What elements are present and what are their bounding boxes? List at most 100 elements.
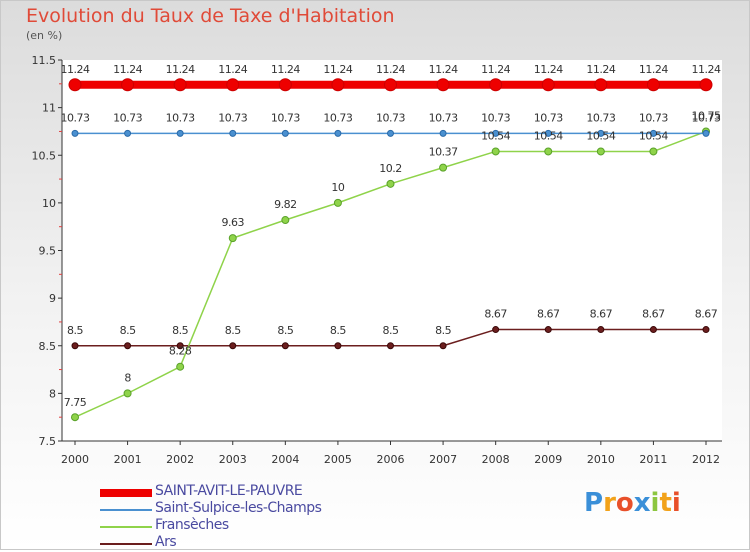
data-label: 8.5 — [435, 324, 451, 337]
x-tick-label: 2009 — [534, 453, 562, 466]
logo-letter: i — [671, 488, 681, 518]
data-point — [124, 342, 132, 350]
data-point — [176, 342, 184, 350]
data-label: 10.73 — [692, 111, 721, 124]
data-point — [176, 362, 185, 371]
logo-letter: P — [584, 488, 604, 518]
data-label: 8.5 — [120, 324, 136, 337]
data-label: 10.54 — [639, 129, 668, 142]
data-label: 10.73 — [429, 111, 458, 124]
data-point — [492, 129, 500, 137]
logo-letter: r — [603, 488, 616, 518]
legend-swatch — [100, 543, 152, 545]
logo-letter: t — [659, 488, 672, 518]
logo-letter: o — [615, 488, 634, 518]
data-point — [333, 198, 342, 207]
x-tick-label: 2011 — [639, 453, 667, 466]
data-point — [334, 129, 342, 137]
legend-swatch — [100, 526, 152, 528]
data-point — [229, 129, 237, 137]
brand-logo: Proxiti — [584, 488, 681, 518]
x-tick-label: 2008 — [482, 453, 510, 466]
data-point — [439, 342, 447, 350]
data-point — [492, 326, 500, 334]
data-point — [71, 342, 79, 350]
data-label: 8.5 — [172, 324, 188, 337]
y-tick-label: 8 — [49, 387, 56, 400]
data-point — [229, 342, 237, 350]
data-point — [439, 129, 447, 137]
data-label: 8.67 — [537, 308, 560, 321]
data-point — [386, 179, 395, 188]
x-tick-label: 2004 — [271, 453, 299, 466]
data-label: 10.54 — [481, 129, 510, 142]
y-tick-label: 8.5 — [39, 340, 57, 353]
data-label: 10.73 — [481, 111, 510, 124]
data-point — [281, 216, 290, 225]
data-label: 11.24 — [534, 63, 563, 76]
data-point — [226, 78, 240, 92]
data-point — [387, 129, 394, 137]
data-point — [176, 129, 184, 137]
data-point — [646, 78, 660, 92]
data-point — [649, 147, 658, 156]
x-tick-label: 2007 — [429, 453, 457, 466]
data-label: 11.24 — [586, 63, 615, 76]
y-tick-label: 10 — [42, 197, 56, 210]
data-point — [228, 234, 237, 243]
data-point — [173, 78, 187, 92]
legend-swatch — [100, 489, 152, 497]
data-point — [71, 129, 79, 137]
data-point — [544, 129, 552, 137]
data-label: 11.24 — [429, 63, 458, 76]
data-point — [439, 163, 448, 172]
data-point — [544, 147, 553, 156]
data-point — [544, 326, 552, 334]
data-point — [594, 78, 608, 92]
data-label: 11.24 — [166, 63, 195, 76]
y-tick-label: 7.5 — [39, 435, 57, 448]
data-point — [384, 78, 397, 92]
x-tick-label: 2006 — [377, 453, 405, 466]
x-tick-label: 2001 — [114, 453, 142, 466]
data-label: 10.2 — [379, 162, 402, 175]
y-tick-label: 11.5 — [32, 54, 57, 67]
data-point — [541, 78, 555, 92]
legend-label: SAINT-AVIT-LE-PAUVRE — [155, 483, 303, 499]
y-tick-label: 9.5 — [39, 245, 57, 258]
data-label: 9.63 — [222, 216, 245, 229]
data-label: 11.24 — [639, 63, 668, 76]
data-label: 10.75 — [692, 109, 721, 122]
data-point — [702, 326, 710, 334]
data-point — [699, 78, 713, 92]
data-point — [597, 129, 605, 137]
chart-unit-label: (en %) — [26, 29, 63, 42]
line-chart: 7.5 8 8.5 9 9.5 10 10.5 11 11.5 2000 2001 2002 2003 2… — [32, 54, 722, 466]
data-label: 8.5 — [225, 324, 241, 337]
y-tick-label: 10.5 — [32, 149, 57, 162]
data-point — [331, 78, 345, 92]
data-label: 10.73 — [61, 111, 90, 124]
data-label: 10.73 — [323, 111, 352, 124]
data-label: 8.67 — [590, 308, 613, 321]
data-point — [489, 78, 503, 92]
data-point — [71, 413, 79, 422]
data-label: 8.67 — [695, 308, 718, 321]
logo-letter: x — [633, 488, 651, 518]
data-label: 11.24 — [376, 63, 405, 76]
data-point — [387, 342, 394, 350]
data-label: 10 — [331, 181, 344, 194]
x-tick-label: 2012 — [692, 453, 720, 466]
data-label: 7.75 — [64, 396, 87, 409]
data-point — [68, 78, 82, 92]
data-point — [281, 129, 289, 137]
data-point — [436, 78, 450, 92]
data-point — [596, 147, 605, 156]
legend-label: Fransèches — [155, 517, 229, 533]
plot-area — [62, 60, 722, 441]
data-point — [334, 342, 342, 350]
data-label: 8 — [124, 371, 131, 384]
y-tick-label: 11 — [42, 102, 56, 115]
x-tick-label: 2003 — [219, 453, 247, 466]
data-point — [121, 78, 135, 92]
